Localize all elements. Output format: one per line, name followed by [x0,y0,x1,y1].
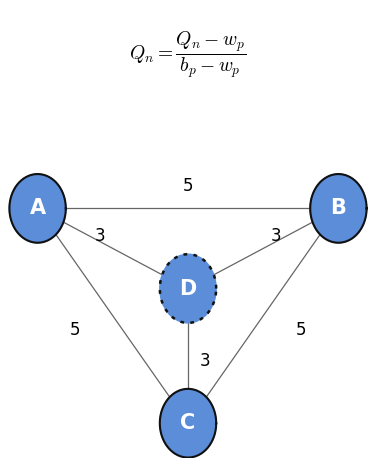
Text: $Q_n = \dfrac{Q_n - w_p}{b_p - w_p}$: $Q_n = \dfrac{Q_n - w_p}{b_p - w_p}$ [129,30,247,81]
Text: 3: 3 [271,227,282,245]
Circle shape [160,389,216,458]
Text: 3: 3 [200,352,210,370]
Text: 5: 5 [183,177,193,195]
Text: 5: 5 [70,321,80,339]
Text: 5: 5 [296,321,306,339]
Text: 3: 3 [94,227,105,245]
Circle shape [310,174,367,243]
Circle shape [9,174,66,243]
Text: B: B [331,198,346,218]
Circle shape [160,254,216,323]
Text: A: A [30,198,45,218]
Text: C: C [180,413,196,433]
Text: D: D [179,278,197,299]
